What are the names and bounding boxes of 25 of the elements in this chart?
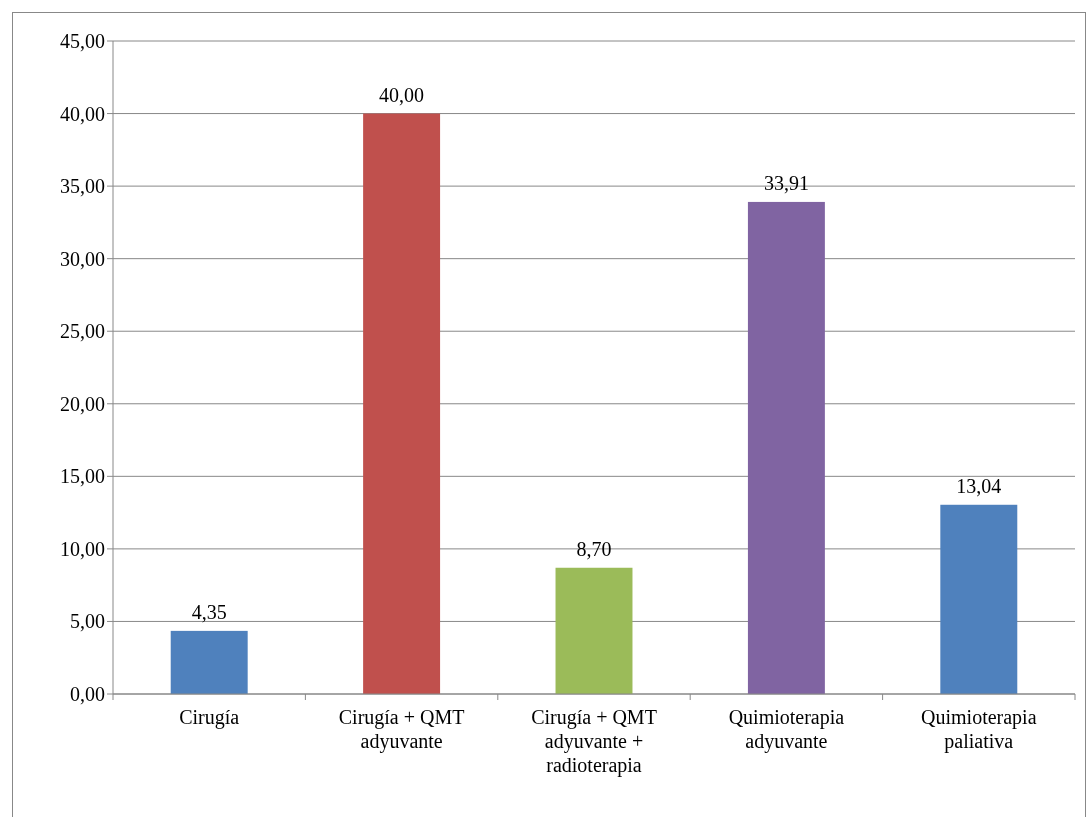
y-tick-label: 25,00 [60,320,105,343]
x-tick-label: Quimioterapia adyuvante [728,706,845,753]
data-label: 33,91 [763,171,809,194]
bar [363,113,441,694]
y-tick-label: 35,00 [60,175,105,198]
x-tick-label: Cirugía + QMT adyuvante [338,706,465,753]
y-tick-label: 0,00 [70,683,105,705]
x-tick-label: Cirugía [179,706,240,729]
data-label: 4,35 [191,600,227,623]
y-tick-label: 15,00 [60,465,105,488]
y-tick-label: 45,00 [60,30,105,52]
y-tick-label: 30,00 [60,247,105,270]
data-label: 13,04 [956,474,1002,497]
x-tick-label: Cirugía + QMT adyuvante + radioterapia [531,706,657,777]
data-label: 8,70 [576,537,612,560]
y-tick-label: 20,00 [60,392,105,415]
bar [747,201,825,694]
x-tick-label: Quimioterapia paliativa [921,706,1037,753]
y-tick-label: 10,00 [60,537,105,560]
bar [940,504,1018,694]
bar [555,567,633,694]
data-label: 40,00 [379,83,425,106]
y-tick-label: 40,00 [60,102,105,125]
bar [170,630,248,694]
y-tick-label: 5,00 [70,610,105,633]
